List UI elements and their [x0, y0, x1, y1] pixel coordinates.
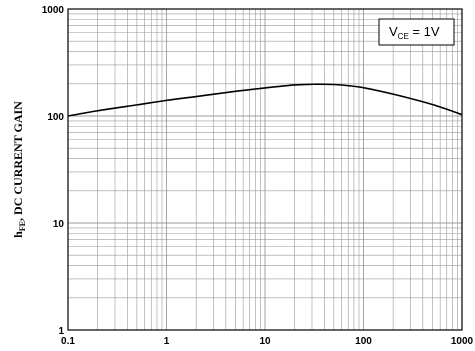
- legend-prefix: V: [389, 24, 398, 39]
- plot-frame: [67, 8, 463, 331]
- y-axis-label-rest: , DC CURRENT GAIN: [11, 101, 25, 221]
- x-tick-label: 1: [164, 336, 170, 347]
- series-layer: [67, 83, 463, 117]
- x-tick-label: 1000: [451, 336, 474, 347]
- x-tick-label: 100: [355, 336, 372, 347]
- x-tick-label: 0.1: [61, 336, 75, 347]
- y-axis-label-main: h: [11, 231, 25, 238]
- legend-box: [378, 18, 455, 46]
- y-tick-label: 100: [47, 112, 64, 123]
- y-tick-label: 1: [58, 326, 64, 337]
- hfe-curve: [67, 83, 463, 117]
- legend: VCE = 1V: [378, 18, 455, 46]
- y-tick-label: 10: [53, 219, 65, 230]
- y-tick-label: 1000: [42, 5, 65, 16]
- legend-subscript: CE: [398, 32, 409, 41]
- y-axis-label: hFE, DC CURRENT GAIN: [11, 101, 27, 238]
- grid-lines: [68, 9, 462, 330]
- x-tick-label: 10: [259, 336, 271, 347]
- legend-suffix: = 1V: [409, 24, 440, 39]
- legend-label: VCE = 1V: [389, 24, 440, 41]
- y-axis-label-sub: FE: [18, 221, 27, 231]
